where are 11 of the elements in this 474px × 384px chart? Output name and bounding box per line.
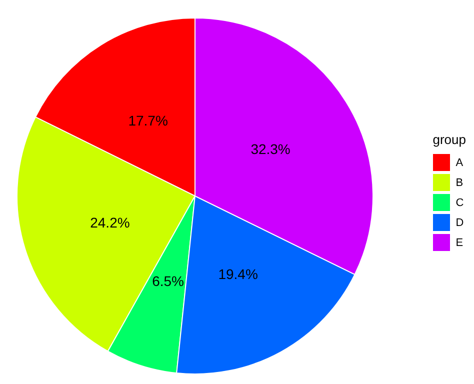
data-label: 32.3%	[250, 140, 290, 157]
data-label: 6.5%	[152, 272, 184, 289]
legend-label: D	[456, 216, 464, 228]
data-label: 19.4%	[218, 266, 258, 282]
legend-label: B	[456, 176, 464, 188]
legend-label: A	[456, 156, 464, 168]
data-label: 24.2%	[90, 214, 130, 230]
data-label: 17.7%	[128, 112, 168, 128]
legend-label: E	[456, 236, 464, 248]
legend-title: group	[432, 132, 466, 146]
legend-label: C	[456, 196, 464, 208]
